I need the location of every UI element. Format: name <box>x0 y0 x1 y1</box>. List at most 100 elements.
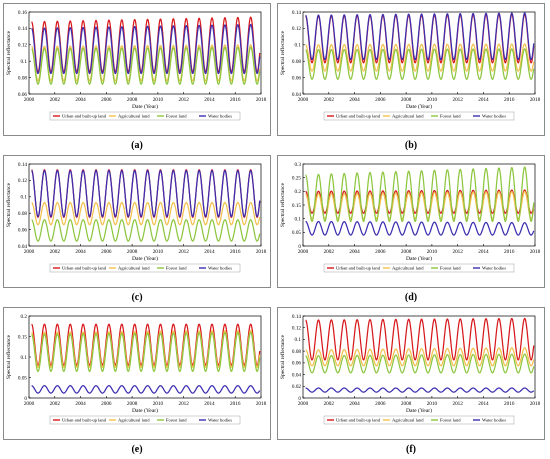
x-tick-label: 2008 <box>401 249 412 255</box>
y-tick-label: 0.12 <box>18 43 27 49</box>
x-tick-label: 2008 <box>401 401 412 407</box>
series-group <box>31 16 261 85</box>
panel-label: (c) <box>131 292 142 303</box>
x-tick-label: 2016 <box>230 97 241 103</box>
legend-box <box>323 415 515 425</box>
legend-label: Agricultural land <box>118 266 150 271</box>
chart-panel-c: 2000 2002 2004 2006 2008 2010 2012 2014 2016 2018… <box>3 155 271 303</box>
x-tick-label: 2000 <box>24 97 35 103</box>
series-line-water <box>305 220 535 236</box>
x-tick-label: 2002 <box>50 249 61 255</box>
x-tick-label: 2004 <box>349 401 360 407</box>
series-line-agricultural <box>305 347 535 367</box>
legend-label: Urban and built-up land <box>336 266 381 271</box>
x-tick-label: 2014 <box>204 97 215 103</box>
chart-panel-e: 2000 2002 2004 2006 2008 2010 2012 2014 2016 2018… <box>3 307 271 455</box>
plot-area <box>302 11 536 95</box>
series-line-agricultural <box>305 190 535 220</box>
chart-panel-d: 2000 2002 2004 2006 2008 2010 2012 2014 2016 2018… <box>277 155 545 303</box>
x-tick-label: 2018 <box>256 97 267 103</box>
y-tick-label: 0.08 <box>292 59 301 65</box>
x-tick-label: 2006 <box>101 249 112 255</box>
x-axis-label: Date (Year) <box>406 103 432 110</box>
panel-label: (e) <box>131 444 142 455</box>
legend-box <box>49 415 241 425</box>
y-tick-label: 0.14 <box>292 314 301 320</box>
legend-box <box>323 263 515 273</box>
series-group <box>305 317 535 393</box>
series-line-forest <box>31 46 261 85</box>
y-tick-label: 0.04 <box>18 244 27 250</box>
x-tick-label: 2012 <box>452 249 463 255</box>
y-tick-label: 0.1 <box>21 355 28 361</box>
legend-label: Water bodies <box>482 266 506 271</box>
y-tick-label: 0.02 <box>292 384 301 390</box>
x-tick-label: 2002 <box>324 249 335 255</box>
x-axis-label: Date (Year) <box>132 407 158 414</box>
legend-label: Urban and built-up land <box>62 114 107 119</box>
x-tick-label: 2010 <box>153 401 164 407</box>
x-tick-label: 2018 <box>530 249 541 255</box>
y-tick-label: 0.1 <box>295 216 302 222</box>
x-tick-label: 2014 <box>478 249 489 255</box>
legend-label: Forest land <box>440 418 461 423</box>
legend-label: Agricultural land <box>392 114 424 119</box>
legend-box <box>323 111 515 121</box>
series-group <box>31 323 261 394</box>
legend-label: Forest land <box>166 266 187 271</box>
x-tick-label: 2004 <box>349 97 360 103</box>
y-axis-label: Spectral reflectance <box>5 30 12 75</box>
x-tick-label: 2006 <box>375 249 386 255</box>
x-tick-label: 2008 <box>401 97 412 103</box>
x-tick-label: 2010 <box>427 97 438 103</box>
y-tick-label: 0.14 <box>18 26 27 32</box>
x-tick-label: 2000 <box>24 249 35 255</box>
y-tick-label: 0.06 <box>292 75 301 81</box>
y-tick-label: 0.16 <box>18 10 27 16</box>
series-line-agricultural <box>305 43 535 72</box>
legend-label: Agricultural land <box>392 418 424 423</box>
y-axis-label: Spectral reflectance <box>279 30 286 75</box>
x-tick-label: 2012 <box>178 401 189 407</box>
x-tick-label: 2018 <box>530 97 541 103</box>
series-line-forest <box>305 353 535 374</box>
legend-label: Forest land <box>166 114 187 119</box>
x-tick-label: 2006 <box>101 401 112 407</box>
y-tick-label: 0.06 <box>18 227 27 233</box>
legend-label: Forest land <box>166 418 187 423</box>
series-line-water <box>305 387 535 393</box>
x-tick-label: 2008 <box>127 249 138 255</box>
chart-panel-b: 2000 2002 2004 2006 2008 2010 2012 2014 2016 2018… <box>277 3 545 151</box>
y-tick-label: 0.04 <box>292 372 301 378</box>
x-tick-label: 2014 <box>478 97 489 103</box>
chart-panel-f: 2000 2002 2004 2006 2008 2010 2012 2014 2016 2018… <box>277 307 545 455</box>
y-tick-label: 0.05 <box>292 230 301 236</box>
series-line-forest <box>305 48 535 80</box>
x-tick-label: 2002 <box>324 97 335 103</box>
y-tick-label: 0.1 <box>295 337 302 343</box>
y-tick-label: 0 <box>298 396 301 402</box>
y-tick-label: 0.05 <box>18 375 27 381</box>
x-axis-label: Date (Year) <box>132 255 158 262</box>
x-axis-label: Date (Year) <box>406 255 432 262</box>
legend-label: Urban and built-up land <box>336 114 381 119</box>
legend-label: Urban and built-up land <box>62 418 107 423</box>
x-tick-label: 2004 <box>349 249 360 255</box>
series-line-water <box>305 12 535 61</box>
legend-label: Water bodies <box>482 418 506 423</box>
y-tick-label: 0.04 <box>292 92 301 98</box>
x-tick-label: 2008 <box>127 401 138 407</box>
legend-label: Agricultural land <box>118 114 150 119</box>
x-tick-label: 2018 <box>256 249 267 255</box>
panel-label: (f) <box>406 444 416 455</box>
x-tick-label: 2012 <box>178 249 189 255</box>
y-axis-label: Spectral reflectance <box>5 334 12 379</box>
panel-label: (b) <box>405 140 417 151</box>
series-line-water <box>31 23 261 75</box>
x-tick-label: 2008 <box>127 97 138 103</box>
y-tick-label: 0.2 <box>21 314 28 320</box>
x-tick-label: 2002 <box>324 401 335 407</box>
x-tick-label: 2014 <box>204 249 215 255</box>
x-tick-label: 2000 <box>298 97 309 103</box>
